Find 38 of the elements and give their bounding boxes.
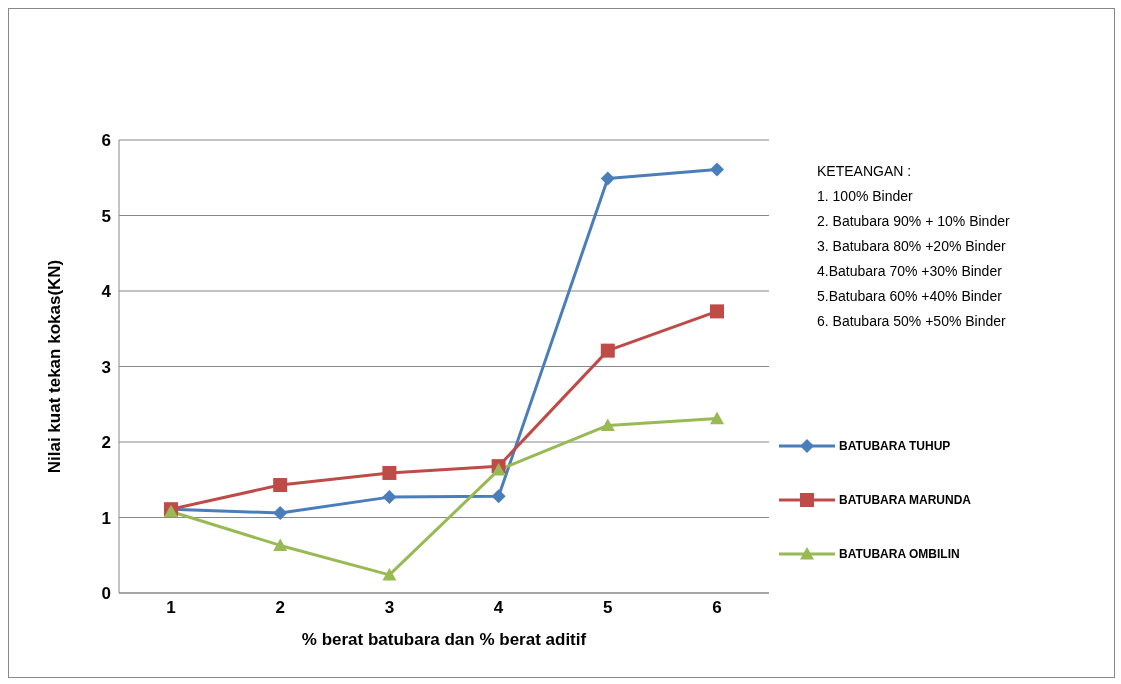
legend-label: BATUBARA TUHUP	[839, 439, 951, 453]
point	[710, 411, 724, 425]
y-tick-label: 5	[101, 206, 111, 226]
y-tick-label: 0	[101, 584, 111, 604]
point	[382, 567, 397, 581]
y-tick-label: 6	[101, 131, 111, 151]
point	[710, 162, 724, 177]
text: 2. Batubara 90% + 10% Binder	[817, 212, 1010, 231]
text: 5.Batubara 60% +40% Binder	[817, 287, 1003, 306]
point	[600, 418, 615, 431]
point	[382, 490, 397, 505]
legend-label: BATUBARA MARUNDA	[839, 493, 971, 507]
point	[600, 171, 615, 186]
point	[491, 489, 506, 504]
x-tick-label: 2	[275, 598, 285, 618]
text: 4.Batubara 70% +30% Binder	[817, 262, 1003, 281]
point	[273, 505, 288, 520]
text: 6. Batubara 50% +50% Binder	[817, 312, 1007, 331]
y-tick-label: 1	[101, 508, 111, 528]
y-axis-title: Nilai kuat tekan kokas(KN)	[45, 259, 65, 474]
x-axis-title: % berat batubara dan % berat aditif	[301, 630, 587, 649]
x-tick-label: 3	[384, 598, 395, 618]
text: 1. 100% Binder	[817, 187, 914, 206]
y-tick-label: 4	[101, 282, 112, 302]
x-tick-label: 6	[712, 598, 722, 618]
x-tick-label: 1	[166, 598, 176, 618]
x-tick-label: 5	[603, 598, 613, 618]
text: 3. Batubara 80% +20% Binder	[817, 237, 1007, 256]
x-tick-label: 4	[493, 598, 504, 618]
point	[382, 465, 397, 480]
point	[273, 538, 288, 552]
text: KETEANGAN :	[817, 162, 913, 181]
point	[273, 478, 288, 493]
y-tick-label: 2	[101, 433, 111, 453]
point	[710, 304, 724, 319]
y-tick-label: 3	[101, 357, 111, 377]
legend-label: BATUBARA OMBILIN	[839, 547, 960, 561]
point	[600, 343, 615, 358]
